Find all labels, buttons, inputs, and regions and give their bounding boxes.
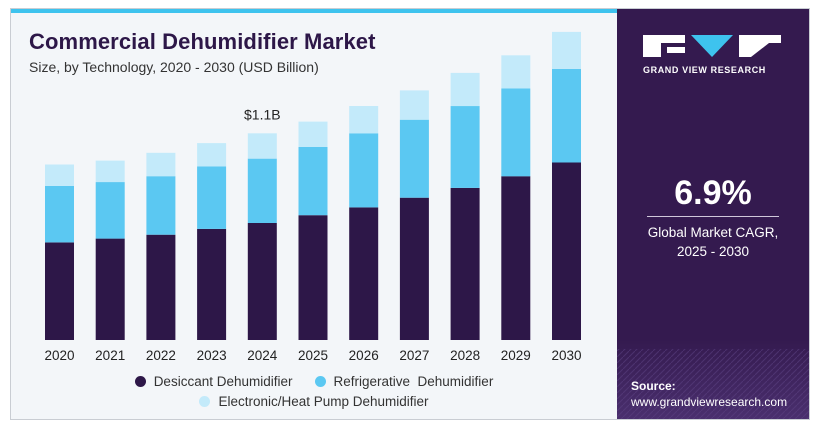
x-tick-label-2022: 2022 bbox=[146, 348, 176, 363]
bar-electronic-2020 bbox=[45, 164, 74, 186]
legend-label-desiccant: Desiccant Dehumidifier bbox=[153, 373, 293, 389]
bar-electronic-2025 bbox=[298, 121, 328, 147]
bar-electronic-2023 bbox=[197, 143, 227, 167]
bar-refrigerative-2020 bbox=[45, 185, 74, 243]
bar-desiccant-2024 bbox=[247, 223, 277, 340]
x-tick-label-2023: 2023 bbox=[197, 348, 227, 363]
decorative-pattern bbox=[617, 339, 809, 419]
bar-desiccant-2023 bbox=[197, 228, 227, 340]
bar-electronic-2024 bbox=[247, 133, 277, 159]
legend-item-electronic: Electronic/Heat Pump Dehumidifier bbox=[199, 393, 429, 409]
x-tick-label-2028: 2028 bbox=[450, 348, 480, 363]
bar-refrigerative-2024 bbox=[247, 158, 277, 223]
accent-bar bbox=[11, 9, 617, 13]
bar-refrigerative-2026 bbox=[349, 133, 379, 208]
bar-electronic-2027 bbox=[399, 90, 429, 120]
bar-desiccant-2030 bbox=[552, 162, 581, 340]
legend-row-1: Desiccant Dehumidifier Refrigerative Deh… bbox=[11, 371, 617, 391]
bar-desiccant-2020 bbox=[45, 242, 74, 340]
legend-label-refrigerative: Refrigerative Dehumidifier bbox=[333, 373, 494, 389]
bar-desiccant-2021 bbox=[95, 238, 125, 340]
bar-desiccant-2022 bbox=[146, 234, 176, 340]
gvr-logo-icon bbox=[643, 35, 783, 57]
x-tick-label-2029: 2029 bbox=[501, 348, 531, 363]
cagr-label: Global Market CAGR, 2025 - 2030 bbox=[617, 223, 809, 261]
chart-legend: Desiccant Dehumidifier Refrigerative Deh… bbox=[11, 371, 617, 411]
bar-refrigerative-2027 bbox=[399, 119, 429, 198]
legend-row-2: Electronic/Heat Pump Dehumidifier bbox=[11, 391, 617, 411]
brand-name: GRAND VIEW RESEARCH bbox=[643, 65, 766, 75]
bar-electronic-2029 bbox=[501, 55, 531, 89]
legend-item-refrigerative: Refrigerative Dehumidifier bbox=[314, 373, 494, 389]
bar-electronic-2028 bbox=[450, 72, 480, 107]
bar-refrigerative-2023 bbox=[197, 166, 227, 229]
brand-logo: GRAND VIEW RESEARCH bbox=[643, 35, 783, 75]
logo-g-mark-icon bbox=[643, 35, 685, 57]
x-tick-label-2026: 2026 bbox=[349, 348, 379, 363]
legend-item-desiccant: Desiccant Dehumidifier bbox=[134, 373, 293, 389]
legend-swatch-desiccant bbox=[134, 375, 146, 387]
bar-desiccant-2026 bbox=[349, 207, 379, 340]
bar-refrigerative-2030 bbox=[552, 68, 581, 163]
cagr-divider bbox=[647, 216, 779, 217]
x-tick-label-2021: 2021 bbox=[95, 348, 125, 363]
bar-electronic-2022 bbox=[146, 152, 176, 177]
bar-refrigerative-2028 bbox=[450, 106, 480, 188]
bar-refrigerative-2025 bbox=[298, 146, 328, 216]
cagr-label-line2: 2025 - 2030 bbox=[676, 244, 750, 259]
logo-r-mark-icon bbox=[739, 35, 781, 57]
legend-label-electronic: Electronic/Heat Pump Dehumidifier bbox=[218, 393, 429, 409]
chart-subtitle: Size, by Technology, 2020 - 2030 (USD Bi… bbox=[29, 59, 319, 75]
side-panel: GRAND VIEW RESEARCH 6.9% Global Market C… bbox=[617, 9, 809, 419]
source-link[interactable]: www.grandviewresearch.com bbox=[631, 395, 788, 409]
x-tick-label-2020: 2020 bbox=[44, 348, 74, 363]
legend-swatch-refrigerative bbox=[314, 375, 326, 387]
stacked-bar-chart: 2020 2021 2022 2023 2024 $1.1B 2025 2026 2027 202… bbox=[44, 31, 582, 363]
bar-electronic-2030 bbox=[552, 31, 581, 69]
source-label: Source: bbox=[631, 379, 676, 393]
bar-desiccant-2027 bbox=[399, 197, 429, 340]
x-tick-label-2027: 2027 bbox=[399, 348, 429, 363]
bar-electronic-2026 bbox=[349, 106, 379, 134]
bar-desiccant-2028 bbox=[450, 187, 480, 340]
x-tick-label-2025: 2025 bbox=[298, 348, 328, 363]
bar-desiccant-2029 bbox=[501, 176, 531, 340]
infographic-card: Commercial Dehumidifier Market Size, by … bbox=[10, 8, 810, 420]
chart-title: Commercial Dehumidifier Market bbox=[29, 29, 376, 54]
logo-v-mark-icon bbox=[691, 35, 733, 57]
cagr-value: 6.9% bbox=[674, 174, 752, 212]
bar-refrigerative-2022 bbox=[146, 176, 176, 235]
bar-electronic-2021 bbox=[95, 160, 125, 182]
legend-swatch-electronic bbox=[199, 395, 211, 407]
cagr-label-line1: Global Market CAGR, bbox=[647, 225, 779, 240]
bar-refrigerative-2021 bbox=[95, 182, 125, 239]
data-label-2024: $1.1B bbox=[244, 106, 281, 122]
bar-refrigerative-2029 bbox=[501, 88, 531, 177]
bar-desiccant-2025 bbox=[298, 215, 328, 340]
x-tick-label-2030: 2030 bbox=[551, 348, 581, 363]
x-tick-label-2024: 2024 bbox=[247, 348, 278, 363]
